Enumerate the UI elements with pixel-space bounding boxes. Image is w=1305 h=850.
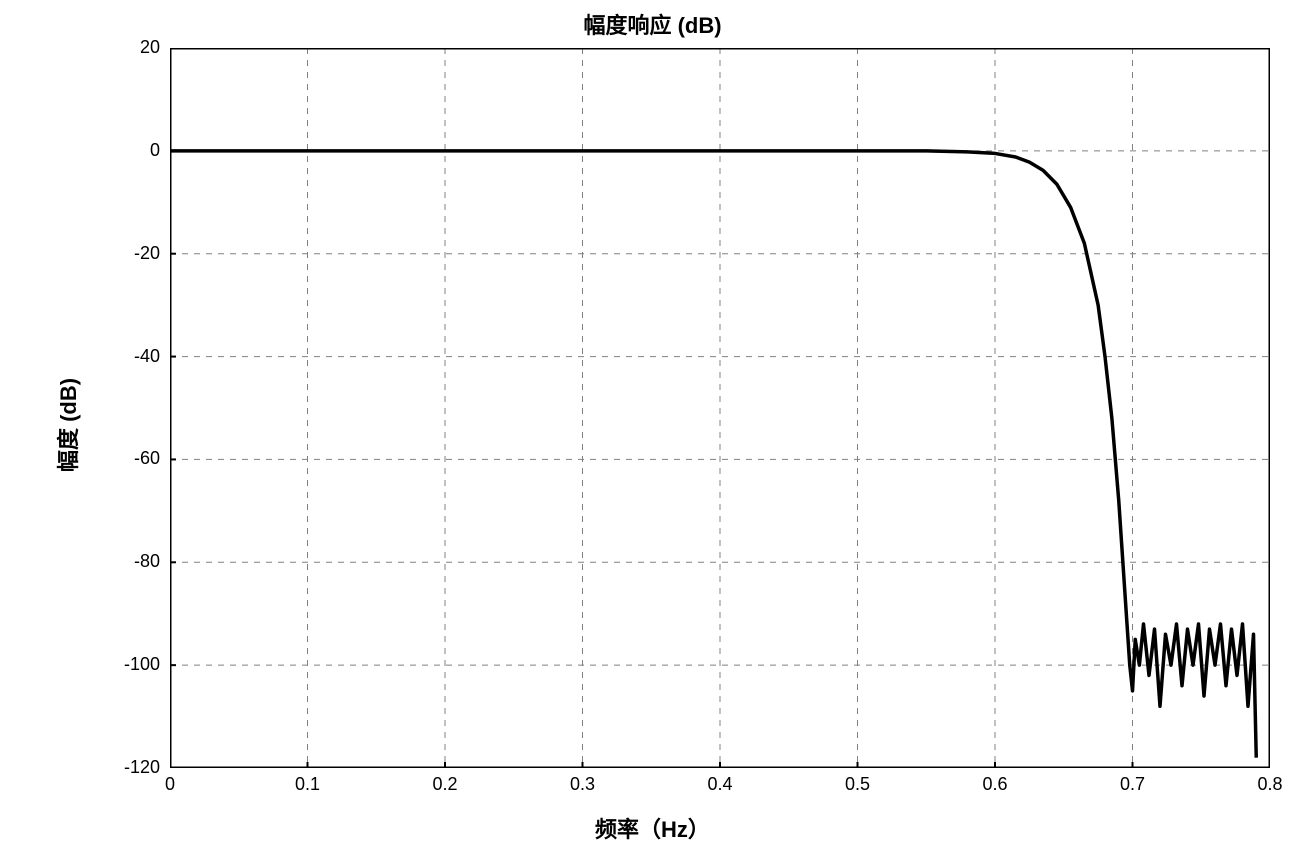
- xtick-label: 0.5: [828, 774, 888, 795]
- ytick-label: -100: [80, 654, 160, 675]
- xtick-label: 0.7: [1103, 774, 1163, 795]
- ytick-label: -80: [80, 551, 160, 572]
- ytick-label: 20: [80, 37, 160, 58]
- ytick-label: -60: [80, 448, 160, 469]
- plot-area: [170, 48, 1270, 768]
- xtick-label: 0.6: [965, 774, 1025, 795]
- y-axis-label: 幅度 (dB): [51, 378, 83, 472]
- xtick-label: 0.4: [690, 774, 750, 795]
- figure: 幅度响应 (dB) 幅度 (dB) 频率（Hz） -120-100-80-60-…: [0, 0, 1305, 850]
- plot-svg: [170, 48, 1270, 768]
- xtick-label: 0.3: [553, 774, 613, 795]
- ytick-label: -20: [80, 243, 160, 264]
- ytick-label: 0: [80, 140, 160, 161]
- ytick-label: -40: [80, 346, 160, 367]
- xtick-label: 0.8: [1240, 774, 1300, 795]
- xtick-label: 0.1: [278, 774, 338, 795]
- xtick-label: 0: [140, 774, 200, 795]
- xtick-label: 0.2: [415, 774, 475, 795]
- x-axis-label: 频率（Hz）: [0, 812, 1305, 844]
- chart-title: 幅度响应 (dB): [0, 8, 1305, 40]
